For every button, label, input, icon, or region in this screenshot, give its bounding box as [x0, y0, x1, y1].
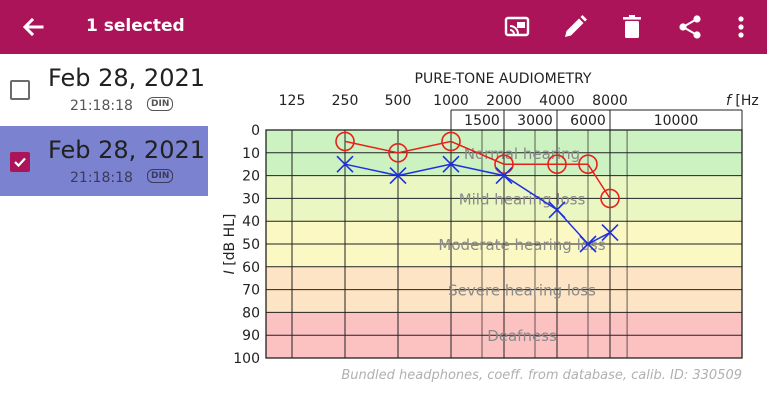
- list-item[interactable]: Feb 28, 2021 21:18:18 DIN: [0, 126, 208, 196]
- measurement-list: Feb 28, 2021 21:18:18 DIN Feb 28, 2021 2…: [0, 54, 208, 400]
- x-axis-label: f [Hz]: [726, 93, 760, 109]
- y-tick-label: 40: [242, 214, 260, 230]
- unchecked-checkbox[interactable]: [10, 80, 30, 100]
- x-tick-label: 10000: [654, 113, 699, 129]
- item-date: Feb 28, 2021: [48, 136, 205, 164]
- x-tick-label: 125: [279, 93, 306, 109]
- screen-cast-icon[interactable]: [502, 12, 532, 42]
- x-tick-label: 8000: [592, 93, 628, 109]
- din-badge: DIN: [147, 169, 174, 183]
- y-tick-label: 60: [242, 260, 260, 276]
- left-ear-point: [601, 224, 619, 242]
- right-ear-point: [578, 154, 598, 174]
- y-tick-label: 70: [242, 283, 260, 299]
- right-ear-point: [388, 143, 408, 163]
- x-tick-label: 250: [332, 93, 359, 109]
- back-arrow-icon[interactable]: [18, 12, 48, 42]
- x-tick-label: 3000: [517, 113, 553, 129]
- app-bar: 1 selected: [0, 0, 767, 54]
- x-tick-label: 1500: [464, 113, 500, 129]
- x-tick-label: 6000: [570, 113, 606, 129]
- x-tick-label: 500: [385, 93, 412, 109]
- y-tick-label: 30: [242, 191, 260, 207]
- left-ear-point: [548, 201, 566, 219]
- chart-title: PURE-TONE AUDIOMETRY: [415, 71, 592, 87]
- left-ear-point: [389, 167, 407, 185]
- y-tick-label: 50: [242, 237, 260, 253]
- x-tick-label: 4000: [539, 93, 575, 109]
- y-tick-label: 80: [242, 305, 260, 321]
- edit-pencil-icon[interactable]: [560, 12, 590, 42]
- item-time: 21:18:18: [70, 98, 133, 114]
- zone-label: Deafness: [487, 327, 557, 345]
- right-ear-line: [344, 140, 611, 199]
- list-item[interactable]: Feb 28, 2021 21:18:18 DIN: [0, 54, 208, 124]
- item-date: Feb 28, 2021: [48, 64, 205, 92]
- selection-count-title: 1 selected: [86, 16, 185, 36]
- right-ear-point: [600, 188, 620, 209]
- checkmark-icon: [14, 157, 26, 168]
- x-tick-label: 2000: [486, 93, 522, 109]
- right-ear-point: [547, 154, 567, 174]
- plot-border: [265, 129, 743, 359]
- right-ear-point: [335, 131, 355, 152]
- left-ear-point: [579, 235, 597, 253]
- y-tick-label: 100: [233, 351, 260, 367]
- share-icon[interactable]: [675, 12, 705, 42]
- calibration-footer: Bundled headphones, coeff. from database…: [341, 368, 742, 383]
- zone-label: Moderate hearing loss: [438, 236, 605, 254]
- delete-trash-icon[interactable]: [617, 12, 647, 42]
- right-ear-point: [494, 154, 514, 174]
- left-ear-point: [442, 155, 460, 173]
- x-tick-label: 1000: [433, 93, 469, 109]
- left-ear-point: [495, 167, 513, 185]
- zone-label: Severe hearing loss: [448, 282, 596, 300]
- checked-checkbox[interactable]: [10, 152, 30, 172]
- more-vert-icon[interactable]: [726, 12, 756, 42]
- left-ear-point: [336, 155, 354, 173]
- zone-label: Mild hearing loss: [459, 190, 586, 208]
- y-tick-label: 0: [251, 123, 260, 139]
- y-tick-label: 10: [242, 146, 260, 162]
- y-tick-label: 90: [242, 328, 260, 344]
- right-ear-point: [441, 131, 461, 152]
- y-tick-label: 20: [242, 169, 260, 185]
- din-badge: DIN: [147, 97, 174, 111]
- y-axis-label: I [dB HL]: [222, 214, 238, 275]
- item-time: 21:18:18: [70, 170, 133, 186]
